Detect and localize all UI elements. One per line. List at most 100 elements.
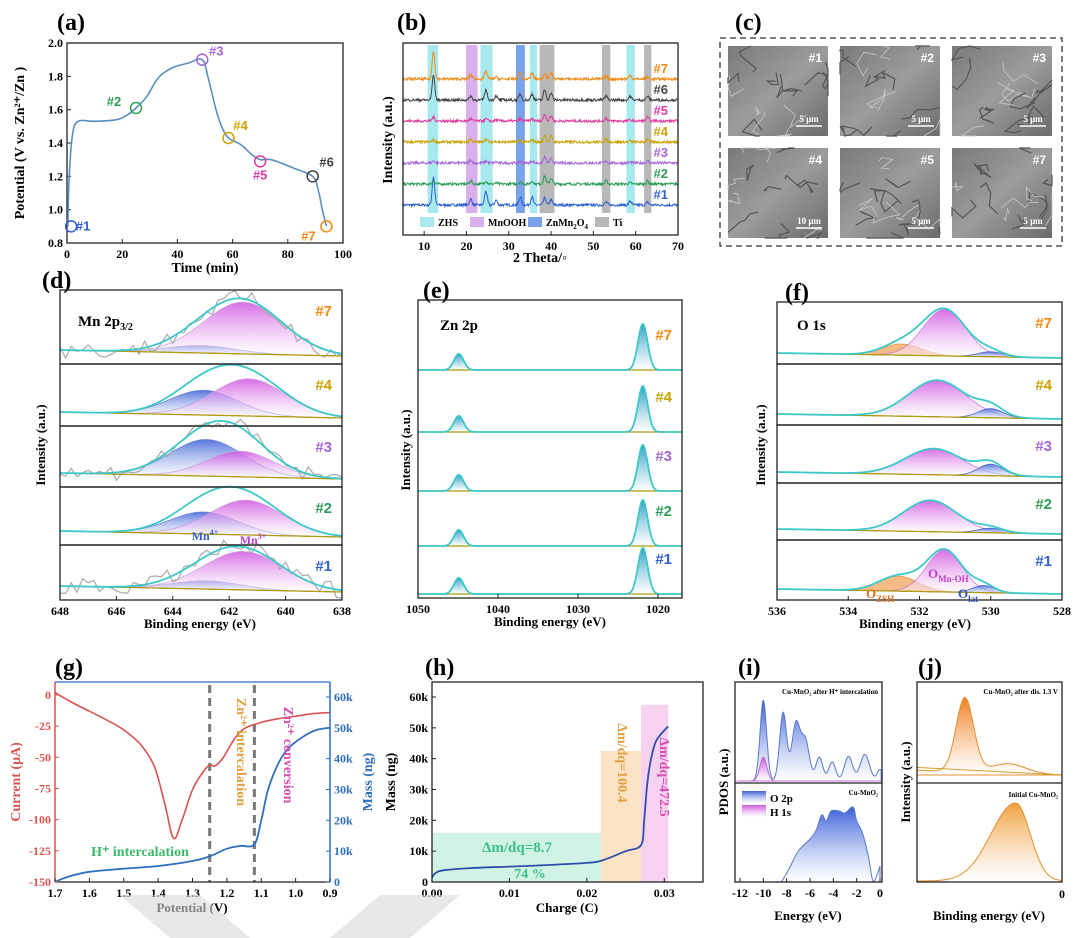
b-band-ZHS — [480, 45, 493, 213]
a-x-tick-label: 40 — [171, 247, 183, 261]
b-band-ZHS — [427, 45, 439, 213]
g-yl-tick-label: -100 — [29, 813, 51, 827]
a-x-axis-label: Time (min) — [171, 261, 238, 276]
e-peak-fill — [619, 324, 667, 370]
g-annotation: Zn²⁺ intercalation — [233, 698, 248, 806]
f-envelope-fit — [777, 379, 1062, 420]
h-x-tick-label: 0.02 — [576, 886, 597, 900]
i-x-axis-label: Energy (eV) — [774, 908, 842, 923]
sem-texture — [872, 202, 901, 224]
b-x-tick-label: 30 — [503, 239, 515, 253]
sem-texture — [1035, 84, 1053, 95]
sem-texture — [1041, 174, 1053, 187]
sem-texture — [776, 147, 795, 153]
b-xrd-trace-#2 — [402, 173, 679, 188]
sem-texture — [856, 51, 877, 77]
sem-texture — [866, 91, 896, 109]
i-legend-o2p-swatch — [742, 791, 766, 803]
sem-texture — [1003, 115, 1034, 134]
b-legend-label: ZHS — [438, 218, 458, 229]
a-x-tick-label: 20 — [116, 247, 128, 261]
h-x-tick-label: 0.01 — [499, 886, 520, 900]
sem-texture — [821, 74, 829, 90]
f-component-O_Mn-OH — [776, 549, 1063, 595]
g-yl-tick-label: 0 — [45, 688, 51, 702]
d-sample-label: #2 — [315, 500, 332, 517]
a-x-tick-label: 80 — [282, 247, 294, 261]
e-peak-fill — [435, 529, 483, 546]
sem-texture — [727, 76, 745, 98]
b-band-Ti — [601, 45, 611, 213]
sem-label: #3 — [1033, 51, 1047, 65]
f-title: O 1s — [797, 318, 826, 334]
g-yl-tick-label: -50 — [35, 750, 51, 764]
a-marker-#2 — [129, 101, 143, 115]
b-xrd-trace-#7 — [402, 50, 678, 83]
h-y-tick-label: 30k — [409, 783, 428, 797]
sem-texture — [960, 125, 984, 137]
b-x-tick-label: 60 — [630, 239, 642, 253]
a-y-tick-label: 1.4 — [48, 136, 63, 150]
b-band-MnOOH — [466, 45, 478, 213]
sem-image-#2: #2 5 μm — [839, 45, 941, 137]
panel-label: (j) — [918, 655, 942, 681]
sem-texture — [1003, 207, 1010, 222]
e-envelope-fit — [418, 546, 682, 595]
b-band-Ti — [539, 45, 555, 213]
sem-texture — [778, 222, 791, 239]
e-x-tick-label: 1030 — [566, 602, 590, 616]
h-y-tick-label: 20k — [409, 813, 428, 827]
sem-texture — [763, 185, 782, 192]
a-potential-curve — [67, 58, 328, 227]
legend-text: MnOOH — [488, 218, 527, 229]
sem-texture — [973, 162, 990, 175]
i-x-tick-label: -12 — [732, 886, 748, 900]
i-legend-label: H 1s — [770, 807, 792, 819]
b-x-tick-label: 10 — [418, 239, 430, 253]
f-sample-label: #1 — [1035, 553, 1052, 570]
legend-text: Ti — [613, 218, 622, 229]
scale-bar-label: 5 μm — [911, 216, 931, 226]
e-envelope-fit — [418, 322, 682, 371]
b-legend-swatch — [470, 217, 484, 227]
sem-texture — [796, 179, 814, 194]
b-series-label: #3 — [654, 145, 668, 160]
d-x-tick-label: 638 — [333, 604, 351, 618]
sem-image-#5: #5 5 μm — [839, 148, 941, 239]
e-sample-label: #7 — [655, 327, 672, 344]
sem-texture — [1031, 194, 1048, 225]
a-y-tick-label: 0.8 — [48, 236, 63, 250]
e-peak-fill — [435, 577, 483, 594]
sem-texture — [938, 226, 941, 235]
d-title: Mn 2p3/2 — [78, 314, 133, 333]
ann-sub: lat — [968, 594, 978, 604]
h-region-label: Δm/dq=472.5 — [656, 737, 671, 816]
panel-label: (g) — [55, 655, 83, 681]
sem-texture — [923, 118, 941, 137]
e-envelope-fit — [418, 384, 682, 433]
a-x-tick-label: 0 — [64, 247, 70, 261]
g-yl-tick-label: -125 — [29, 844, 51, 858]
i-x-tick-label: -8 — [782, 886, 792, 900]
a-marker-label: #4 — [233, 118, 248, 133]
b-band-ZHS — [626, 45, 635, 213]
sem-micrograph — [728, 148, 828, 238]
sem-texture — [843, 126, 873, 137]
sem-texture — [777, 127, 793, 137]
sem-texture — [1025, 186, 1044, 202]
plot-j-frame — [916, 681, 1063, 883]
ann-text: Mn — [240, 533, 258, 547]
sem-texture — [864, 69, 886, 88]
e-sample-label: #3 — [655, 448, 672, 465]
scale-bar-label: 5 μm — [911, 114, 931, 124]
e-peak-fill — [435, 353, 483, 370]
sem-texture — [873, 190, 902, 205]
e-x-tick-label: 1040 — [486, 602, 510, 616]
f-x-tick-label: 528 — [1053, 604, 1071, 618]
a-marker-#5 — [253, 155, 267, 168]
b-legend-swatch — [528, 217, 542, 227]
h-region — [432, 832, 601, 882]
i-top-h1s-area — [736, 756, 882, 782]
j-y-axis-label: Intensity (a.u.) — [898, 741, 913, 822]
j-bottom-spectrum — [916, 802, 1064, 883]
